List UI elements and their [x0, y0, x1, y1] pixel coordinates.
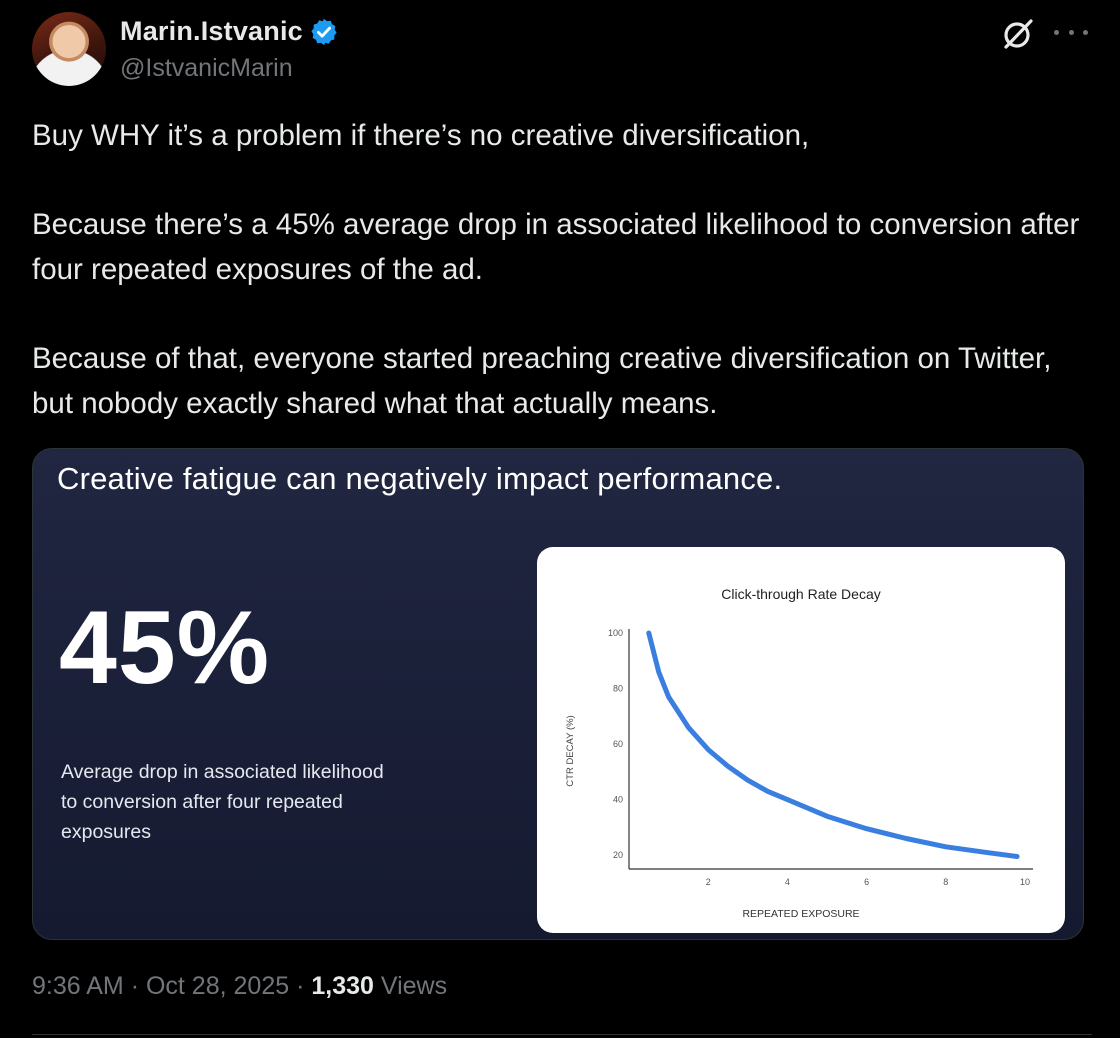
- tweet-text: Buy WHY it’s a problem if there’s no cre…: [32, 113, 1092, 426]
- y-tick-label: 40: [613, 795, 623, 805]
- tweet-meta: 9:36 AM · Oct 28, 2025 · 1,330 Views: [32, 972, 447, 1001]
- author-display-name[interactable]: Marin.Istvanic: [120, 16, 303, 46]
- author-name-row[interactable]: Marin.Istvanic: [120, 16, 339, 47]
- y-tick-label: 20: [613, 850, 623, 860]
- grok-icon[interactable]: [1000, 16, 1036, 52]
- ctr-decay-chart: Click-through Rate Decay 20 40 60 80 100 2 4 6 8 1…: [565, 586, 1033, 920]
- y-tick-label: 80: [613, 684, 623, 694]
- chart-card: Click-through Rate Decay 20 40 60 80 100 2 4 6 8 1…: [537, 547, 1065, 933]
- x-tick-label: 10: [1020, 877, 1030, 887]
- chart-title: Click-through Rate Decay: [721, 586, 881, 602]
- stat-caption: Average drop in associated likelihood to…: [61, 761, 384, 843]
- slide-title: Creative fatigue can negatively impact p…: [57, 461, 783, 496]
- more-options-icon[interactable]: [1054, 22, 1088, 42]
- x-axis-label: REPEATED EXPOSURE: [742, 908, 859, 920]
- x-tick-label: 8: [943, 877, 948, 887]
- tweet-time[interactable]: 9:36 AM: [32, 972, 124, 1000]
- tweet-header: Marin.Istvanic @IstvanicMarin: [32, 12, 1092, 90]
- views-label: Views: [380, 972, 448, 1000]
- x-tick-label: 4: [785, 877, 790, 887]
- avatar[interactable]: [32, 12, 106, 86]
- views-count: 1,330: [311, 972, 374, 1000]
- y-tick-label: 100: [608, 628, 623, 638]
- y-axis-label: CTR DECAY (%): [565, 715, 576, 786]
- tweet-media-image[interactable]: Creative fatigue can negatively impact p…: [32, 448, 1084, 940]
- divider: [32, 1034, 1092, 1035]
- ctr-decay-line: [646, 630, 1020, 859]
- tweet-paragraph: Buy WHY it’s a problem if there’s no cre…: [32, 119, 810, 152]
- author-handle[interactable]: @IstvanicMarin: [120, 54, 293, 82]
- x-tick-label: 2: [706, 877, 711, 887]
- tweet-date[interactable]: Oct 28, 2025: [145, 972, 290, 1000]
- meta-separator: ·: [296, 972, 305, 1000]
- meta-separator: ·: [130, 972, 140, 1000]
- x-tick-label: 6: [864, 877, 869, 887]
- tweet-paragraph: Because of that, everyone started preach…: [32, 342, 1052, 420]
- stat-value: 45%: [59, 590, 271, 706]
- y-tick-label: 60: [613, 739, 623, 749]
- verified-badge-icon[interactable]: [309, 17, 339, 47]
- tweet-paragraph: Because there’s a 45% average drop in as…: [32, 208, 1080, 286]
